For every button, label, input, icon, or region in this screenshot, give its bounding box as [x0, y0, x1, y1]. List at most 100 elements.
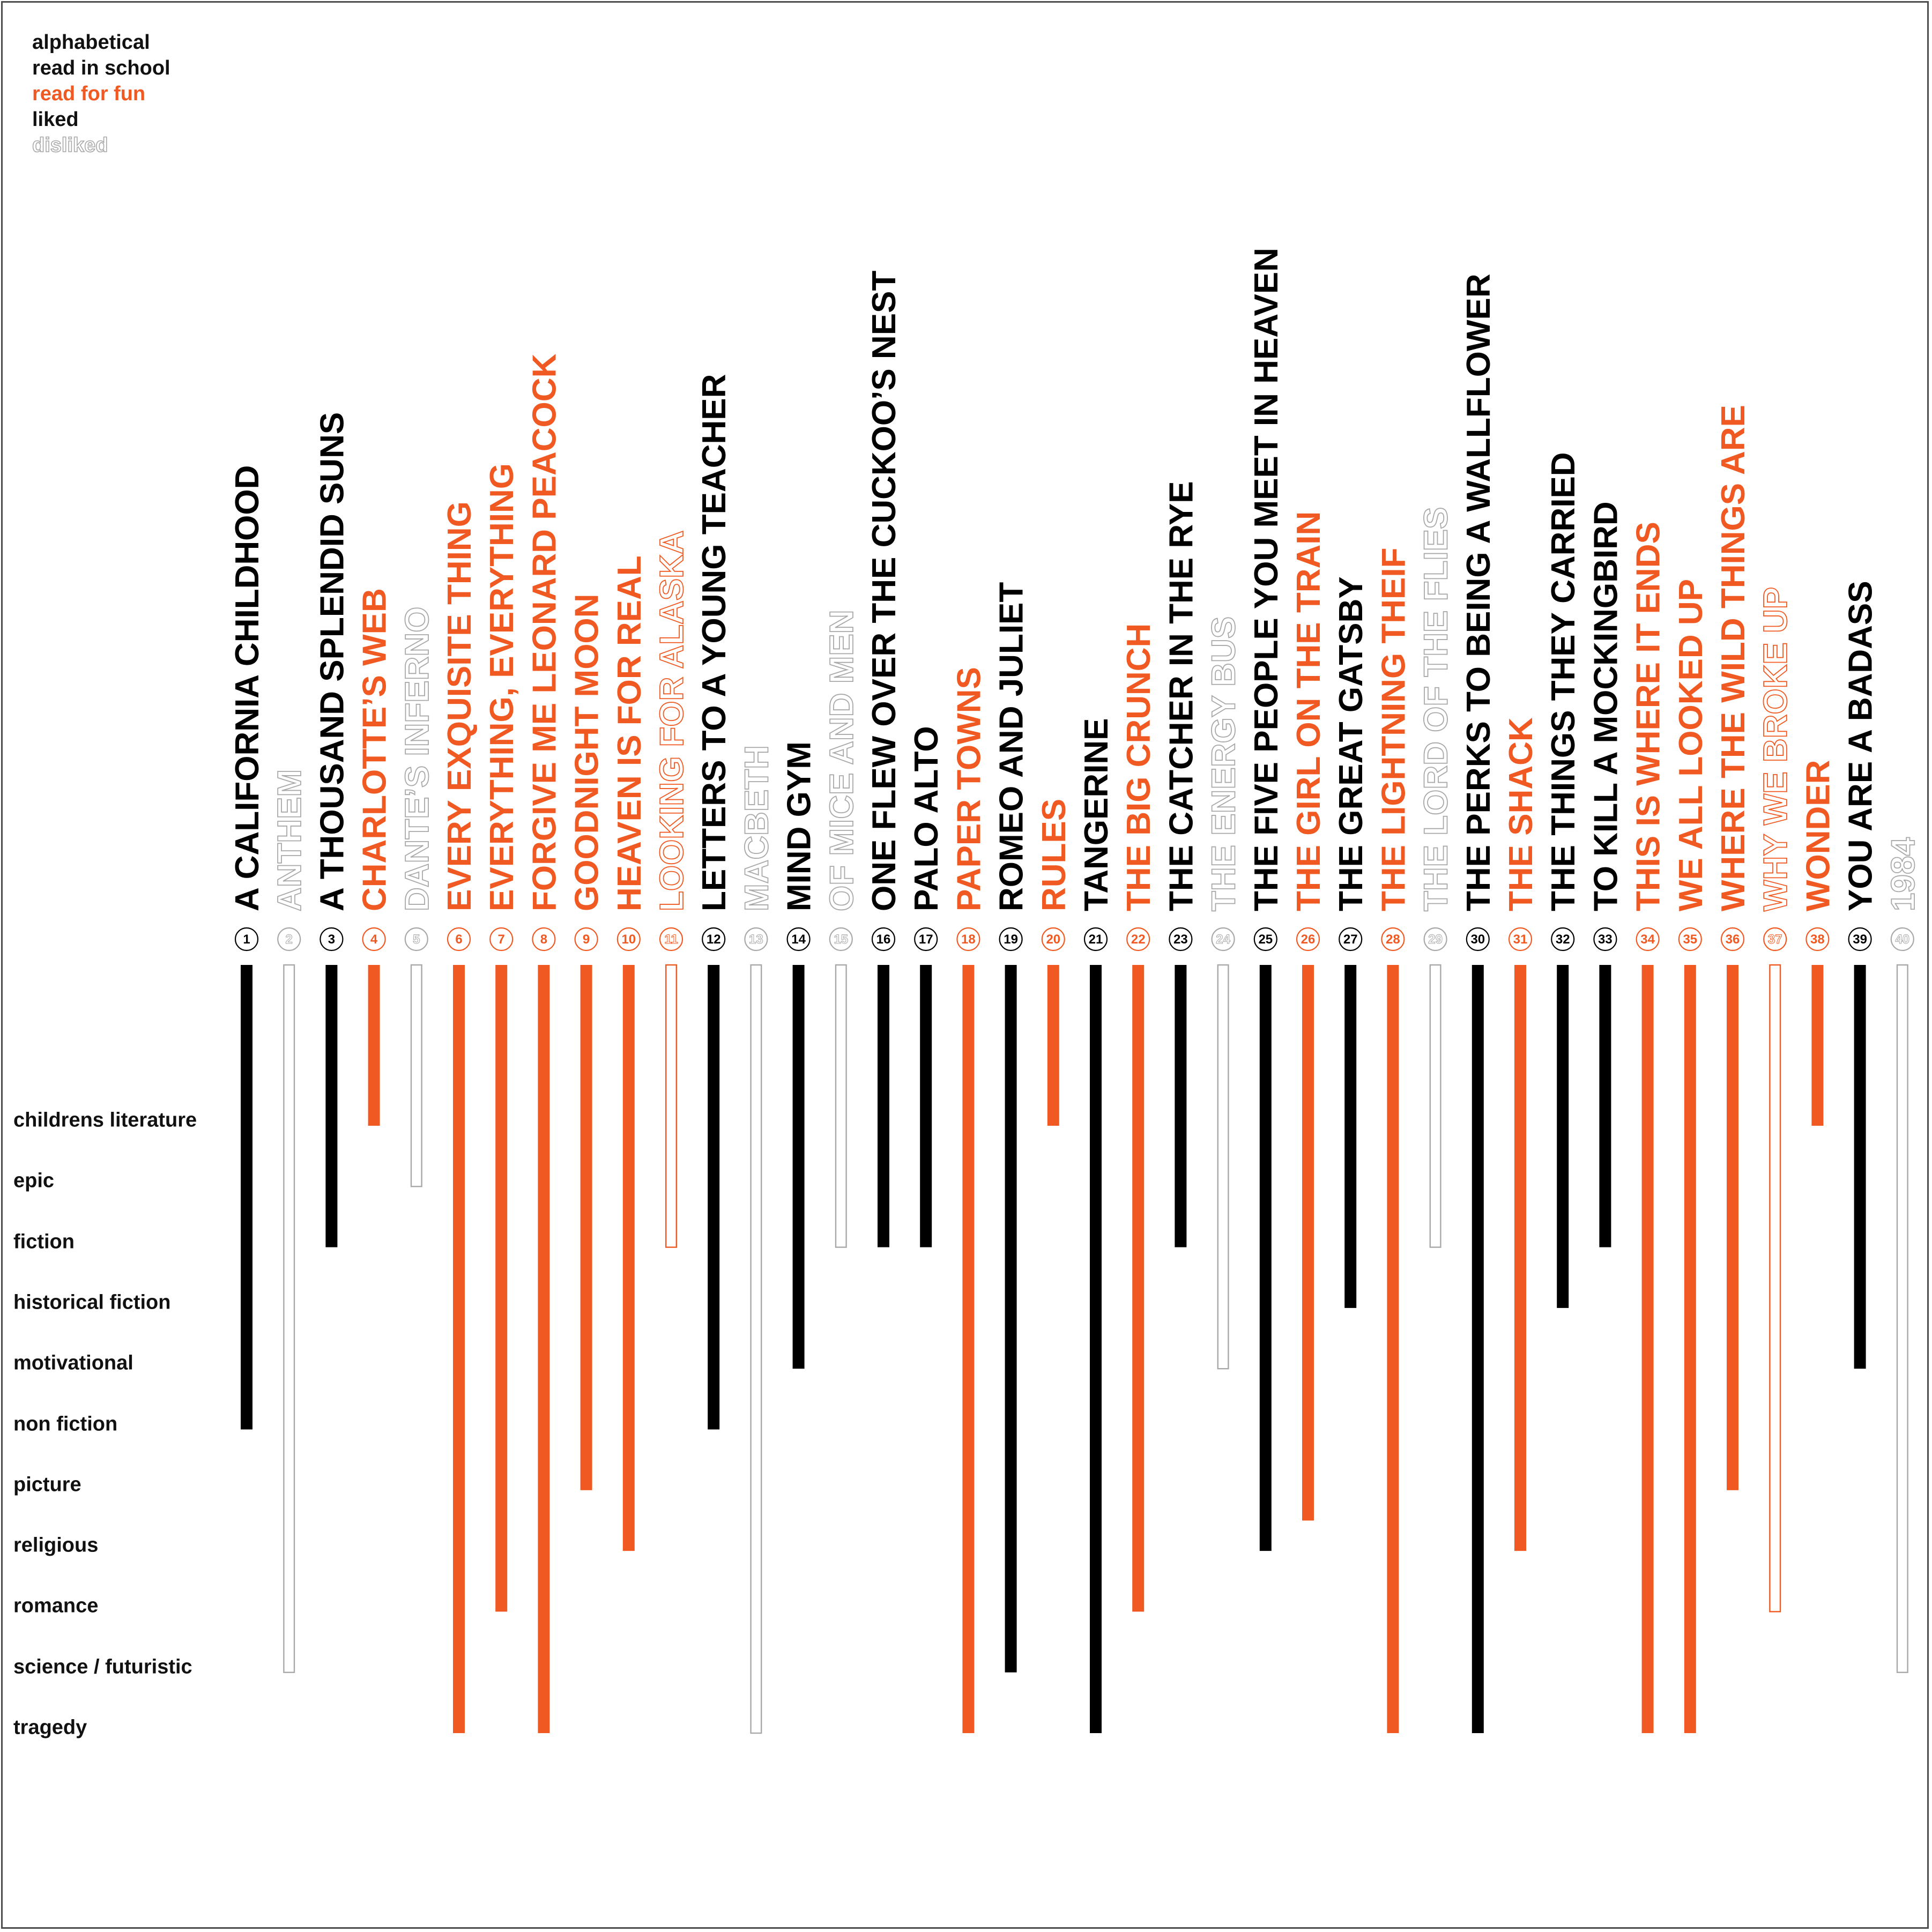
genre-label: romance: [13, 1594, 99, 1617]
book-number-circle-18: [956, 927, 980, 952]
book-number-circle-9: [574, 927, 598, 952]
book-number-circle-19: [999, 927, 1023, 952]
book-number-16: 16: [876, 932, 891, 947]
book-number-12: 12: [707, 932, 721, 947]
book-bar-13: [750, 964, 762, 1734]
book-number-37: 37: [1768, 932, 1782, 947]
book-title-38: WONDER: [1800, 760, 1837, 911]
book-number-circle-15: [829, 927, 853, 952]
book-number-circle-37: [1763, 927, 1787, 952]
book-number-circle-13: [744, 927, 768, 952]
book-title-2: ANTHEM: [271, 769, 308, 911]
book-title-27: THE GREAT GATSBY: [1333, 576, 1370, 911]
book-number-10: 10: [621, 932, 636, 947]
book-title-5: DANTE’S INFERNO: [399, 607, 436, 911]
book-number-circle-17: [914, 927, 938, 952]
book-bar-26: [1302, 965, 1314, 1521]
book-number-circle-35: [1678, 927, 1702, 952]
book-number-13: 13: [749, 932, 763, 947]
book-title-31: THE SHACK: [1503, 717, 1540, 911]
book-number-6: 6: [455, 932, 462, 947]
book-number-circle-39: [1848, 927, 1872, 952]
book-number-circle-31: [1508, 927, 1533, 952]
book-number-circle-11: [659, 927, 683, 952]
book-bar-3: [325, 965, 338, 1247]
book-number-circle-29: [1423, 927, 1447, 952]
book-title-26: THE GIRL ON THE TRAIN: [1290, 511, 1327, 911]
book-bar-37: [1769, 964, 1781, 1613]
book-title-39: YOU ARE A BADASS: [1842, 581, 1879, 911]
book-number-circle-2: [277, 927, 301, 952]
book-number-circle-6: [447, 927, 471, 952]
book-number-39: 39: [1853, 932, 1867, 947]
book-title-11: LOOKING FOR ALASKA: [653, 530, 690, 911]
book-bar-30: [1472, 965, 1484, 1733]
book-bar-27: [1344, 965, 1357, 1308]
book-title-34: THIS IS WHERE IT ENDS: [1630, 522, 1667, 911]
book-title-30: THE PERKS TO BEING A WALLFLOWER: [1460, 274, 1497, 911]
book-number-circle-8: [532, 927, 556, 952]
book-title-21: TANGERINE: [1078, 718, 1115, 911]
book-number-7: 7: [498, 932, 505, 947]
book-number-29: 29: [1428, 932, 1443, 947]
genre-label: motivational: [13, 1351, 133, 1374]
book-number-5: 5: [413, 932, 420, 947]
book-title-33: TO KILL A MOCKINGBIRD: [1587, 501, 1624, 911]
book-bar-31: [1514, 965, 1526, 1551]
book-number-23: 23: [1173, 932, 1188, 947]
book-bar-25: [1259, 965, 1272, 1551]
book-number-circle-24: [1211, 927, 1235, 952]
book-number-circle-10: [616, 927, 641, 952]
book-number-3: 3: [328, 932, 335, 947]
book-title-32: THE THINGS THEY CARRIED: [1545, 452, 1582, 911]
book-bar-21: [1090, 965, 1102, 1733]
book-bar-16: [878, 965, 889, 1247]
book-number-15: 15: [834, 932, 848, 947]
book-bar-6: [453, 965, 465, 1733]
book-number-38: 38: [1810, 932, 1825, 947]
book-number-25: 25: [1258, 932, 1273, 947]
book-bar-18: [962, 965, 975, 1733]
book-number-circle-38: [1805, 927, 1830, 952]
book-number-19: 19: [1004, 932, 1018, 947]
genre-label: historical fiction: [13, 1291, 171, 1314]
book-number-18: 18: [961, 932, 976, 947]
book-bar-40: [1896, 964, 1908, 1673]
book-bar-1: [241, 965, 252, 1430]
legend-item-read-for-fun: read for fun: [32, 83, 146, 105]
book-bar-15: [835, 964, 847, 1248]
book-title-28: THE LIGHTNING THEIF: [1375, 547, 1412, 911]
genre-label: childrens literature: [13, 1109, 197, 1132]
book-number-2: 2: [286, 932, 293, 947]
book-number-circle-14: [786, 927, 811, 952]
book-title-15: OF MICE AND MEN: [823, 610, 860, 911]
book-number-circle-33: [1593, 927, 1617, 952]
book-title-3: A THOUSAND SPLENDID SUNS: [314, 412, 351, 911]
book-title-17: PALO ALTO: [908, 726, 945, 911]
book-bar-14: [792, 965, 805, 1369]
book-bar-23: [1175, 965, 1187, 1247]
book-bar-28: [1387, 965, 1399, 1733]
book-number-27: 27: [1343, 932, 1358, 947]
book-title-20: RULES: [1036, 799, 1073, 911]
book-number-26: 26: [1301, 932, 1316, 947]
book-number-circle-7: [489, 927, 514, 952]
book-number-36: 36: [1726, 932, 1740, 947]
book-title-1: A CALIFORNIA CHILDHOOD: [229, 465, 266, 911]
book-title-10: HEAVEN IS FOR REAL: [611, 555, 648, 911]
book-title-24: THE ENERGY BUS: [1206, 616, 1243, 911]
genre-label: fiction: [13, 1230, 75, 1253]
book-bar-20: [1047, 965, 1059, 1126]
book-number-31: 31: [1513, 932, 1528, 947]
genre-label: non fiction: [13, 1413, 118, 1435]
legend-item-read-in-school: read in school: [32, 57, 170, 79]
book-title-9: GOODNIGHT MOON: [569, 594, 606, 911]
book-number-circle-4: [362, 927, 386, 952]
book-bar-7: [495, 965, 508, 1612]
book-number-4: 4: [370, 932, 378, 947]
book-number-28: 28: [1386, 932, 1400, 947]
book-title-19: ROMEO AND JULIET: [993, 582, 1030, 911]
book-number-circle-34: [1636, 927, 1660, 952]
